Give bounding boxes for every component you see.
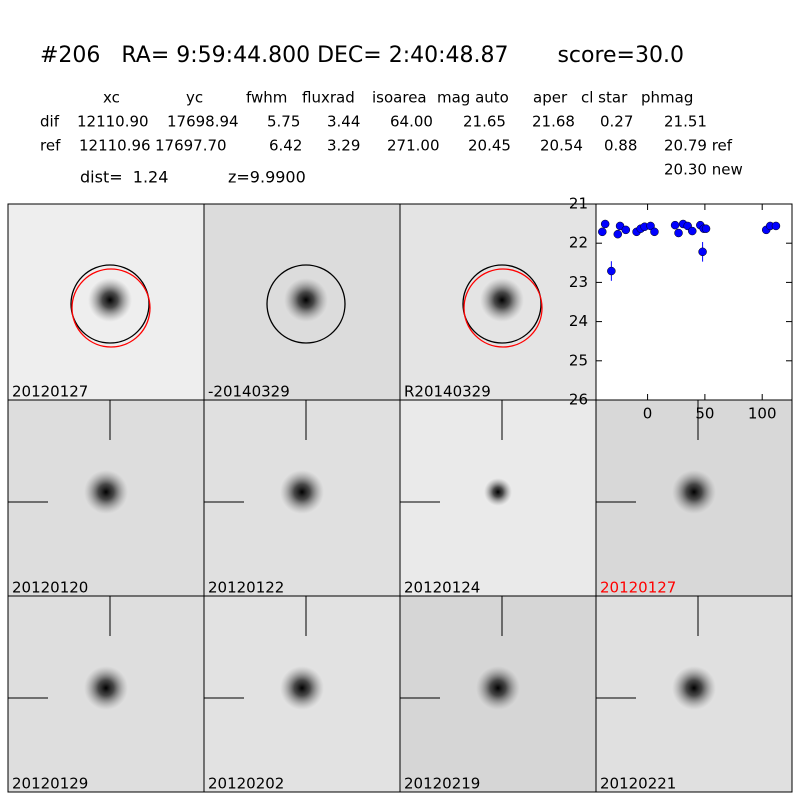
point [771, 221, 781, 231]
y-tick-label: 26 [569, 391, 588, 409]
column-header: cl star [581, 89, 628, 107]
source [88, 278, 132, 322]
point [607, 266, 616, 276]
stamp-label: R20140329 [404, 383, 491, 401]
source [480, 278, 524, 322]
column-header: aper [533, 89, 568, 107]
table-cell: 21.68 [532, 113, 575, 131]
point [600, 219, 610, 229]
source [84, 470, 128, 514]
table-cell: 0.88 [604, 137, 637, 155]
point [674, 228, 683, 238]
table-cell: 3.29 [327, 137, 360, 155]
y-tick-label: 22 [569, 234, 588, 252]
stamp-label: -20140329 [208, 383, 290, 401]
y-tick-label: 25 [569, 351, 588, 369]
source [476, 666, 520, 710]
aperture [462, 264, 542, 344]
stamp-label: 20120129 [12, 775, 88, 793]
point [598, 227, 607, 237]
stamp-label: 20120127 [600, 579, 676, 597]
table-cell: 12110.90 [77, 113, 149, 131]
point [646, 221, 655, 231]
table-cell: ref [40, 137, 61, 155]
x-tick-label: 100 [748, 405, 777, 423]
title: #206 RA= 9:59:44.800 DEC= 2:40:48.87 sco… [40, 43, 684, 68]
point [701, 224, 711, 233]
x-tick-label: 50 [695, 405, 714, 423]
column-header: fwhm [246, 89, 287, 107]
stamp-label: 20120219 [404, 775, 480, 793]
table-cell: dif [40, 113, 60, 131]
table-cell: 20.79 ref [664, 137, 733, 155]
table-cell: 20.45 [468, 137, 511, 155]
point [650, 227, 659, 237]
stamp-label: 20120120 [12, 579, 88, 597]
column-header: phmag [641, 89, 693, 107]
stamp-label: 20120127 [12, 383, 88, 401]
y-tick-label: 24 [569, 312, 588, 330]
table-cell: 3.44 [327, 113, 360, 131]
y-tick-label: 21 [569, 195, 588, 213]
table-extra: 20.30 new [664, 161, 743, 179]
column-header: xc [103, 89, 120, 107]
table-cell: 271.00 [387, 137, 440, 155]
source [84, 666, 128, 710]
point [688, 226, 697, 236]
plot-area [595, 203, 793, 401]
column-header: fluxrad [302, 89, 355, 107]
source [484, 478, 512, 506]
source [280, 470, 324, 514]
aperture [70, 264, 150, 344]
stamp-label: 20120124 [404, 579, 480, 597]
x-tick-label: 0 [643, 405, 653, 423]
source [672, 470, 716, 514]
point [613, 229, 623, 239]
aperture-ref [71, 268, 151, 348]
column-header: yc [186, 89, 203, 107]
table-cell: 0.27 [600, 113, 633, 131]
stat: dist= 1.24 [80, 168, 168, 187]
stamp-label: 20120202 [208, 775, 284, 793]
table-cell: 17697.70 [155, 137, 227, 155]
point [698, 247, 707, 257]
table-cell: 20.54 [540, 137, 583, 155]
table-cell: 6.42 [269, 137, 302, 155]
aperture [266, 264, 346, 344]
table-cell: 5.75 [267, 113, 300, 131]
table-cell: 21.65 [463, 113, 506, 131]
aperture-ref [463, 268, 543, 348]
column-header: isoarea [372, 89, 427, 107]
table-cell: 12110.96 [79, 137, 151, 155]
table-cell: 64.00 [390, 113, 433, 131]
stat: z=9.9900 [228, 168, 306, 187]
stamp-label: 20120122 [208, 579, 284, 597]
source [280, 666, 324, 710]
table-cell: 21.51 [664, 113, 707, 131]
stamp-label: 20120221 [600, 775, 676, 793]
y-tick-label: 23 [569, 273, 588, 291]
point [670, 220, 680, 230]
point [621, 225, 631, 235]
column-header: mag auto [437, 89, 509, 107]
source [672, 666, 716, 710]
source [284, 278, 328, 322]
table-cell: 17698.94 [167, 113, 239, 131]
